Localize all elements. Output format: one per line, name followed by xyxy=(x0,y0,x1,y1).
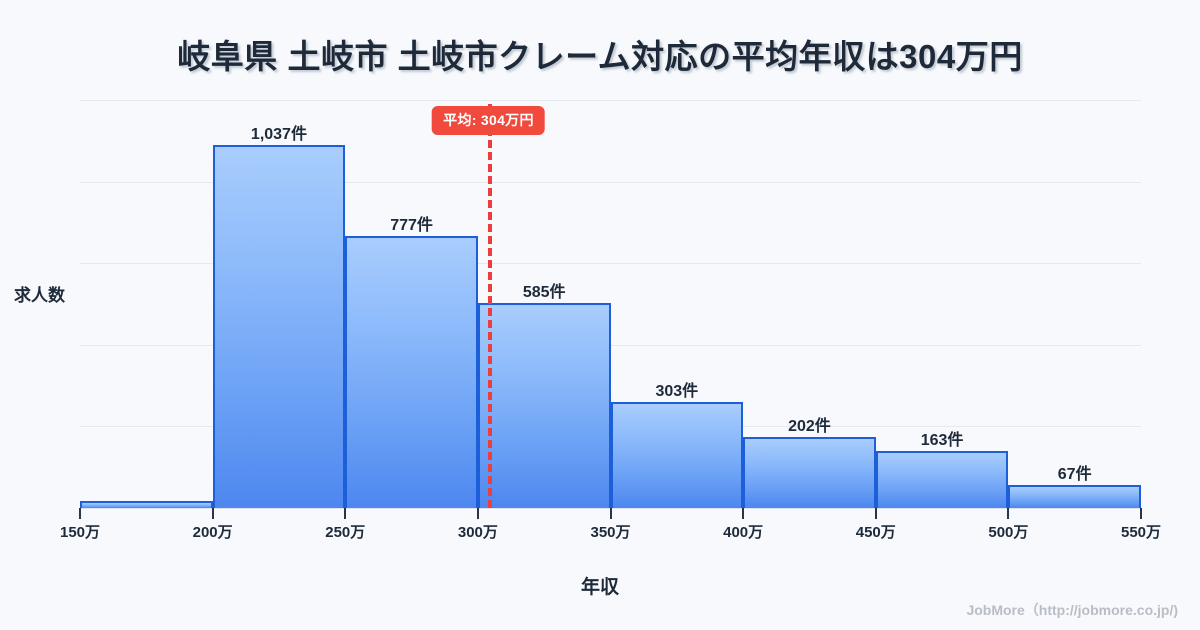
bar-value-label: 67件 xyxy=(1057,465,1092,483)
x-axis-tick-label: 550万 xyxy=(1120,524,1162,541)
gridline xyxy=(80,263,1141,264)
bar[interactable] xyxy=(477,303,611,508)
x-axis-title: 年収 xyxy=(580,577,619,598)
x-axis-tick-mark xyxy=(476,508,479,519)
plot-area xyxy=(80,100,1141,508)
x-axis-tick-mark xyxy=(742,508,745,519)
x-axis-tick-label: 300万 xyxy=(457,524,498,541)
bar[interactable] xyxy=(212,145,346,508)
bar[interactable] xyxy=(875,451,1009,508)
x-axis-tick-label: 200万 xyxy=(192,524,233,541)
x-axis-tick-label: 350万 xyxy=(590,524,631,541)
gridline xyxy=(80,100,1141,101)
bar-value-label: 303件 xyxy=(655,383,699,401)
average-badge: 平均: 304万円 xyxy=(432,106,545,135)
bar[interactable] xyxy=(1008,484,1141,508)
x-axis-tick-label: 400万 xyxy=(723,524,764,541)
bar-value-label: 163件 xyxy=(920,432,964,449)
page-title: 岐阜県 土岐市 土岐市クレーム対応の平均年収は304万円 xyxy=(177,38,1023,75)
x-axis-tick-mark xyxy=(344,508,347,519)
x-axis-tick-mark xyxy=(874,508,877,519)
x-axis-tick-mark xyxy=(1007,508,1010,519)
x-axis-tick-label: 450万 xyxy=(855,524,896,541)
y-axis-title: 求人数 xyxy=(14,286,65,305)
x-axis-tick-label: 500万 xyxy=(988,524,1029,541)
x-axis-tick-mark xyxy=(1140,508,1142,519)
average-line xyxy=(488,104,493,508)
x-axis-tick-label: 150万 xyxy=(59,524,101,541)
x-axis-tick-label: 250万 xyxy=(325,524,366,541)
bar-value-label: 1,037件 xyxy=(250,126,307,144)
x-axis-tick-mark xyxy=(609,508,612,519)
bar-value-label: 585件 xyxy=(522,284,566,302)
bar[interactable] xyxy=(345,236,478,508)
x-axis-tick-mark xyxy=(79,508,81,519)
gridline xyxy=(80,345,1141,346)
gridline xyxy=(80,182,1141,183)
x-axis-tick-mark xyxy=(211,508,214,519)
watermark: JobMore（http://jobmore.co.jp/) xyxy=(966,602,1178,618)
bar-value-label: 202件 xyxy=(788,418,831,436)
bar[interactable] xyxy=(610,402,744,508)
bar-value-label: 777件 xyxy=(390,217,433,235)
bar[interactable] xyxy=(743,437,876,508)
bar[interactable] xyxy=(80,501,213,508)
